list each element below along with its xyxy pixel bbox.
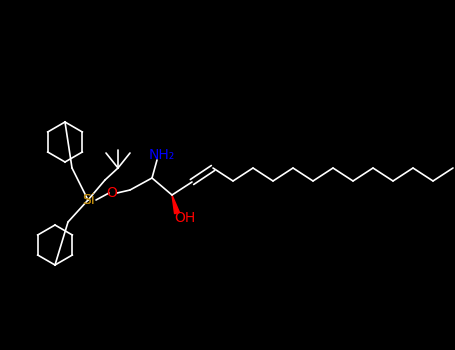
- Polygon shape: [172, 195, 179, 214]
- Text: OH: OH: [174, 211, 196, 225]
- Text: O: O: [106, 186, 117, 200]
- Text: NH₂: NH₂: [149, 148, 175, 162]
- Text: Si: Si: [82, 193, 94, 207]
- Text: Si: Si: [82, 193, 94, 207]
